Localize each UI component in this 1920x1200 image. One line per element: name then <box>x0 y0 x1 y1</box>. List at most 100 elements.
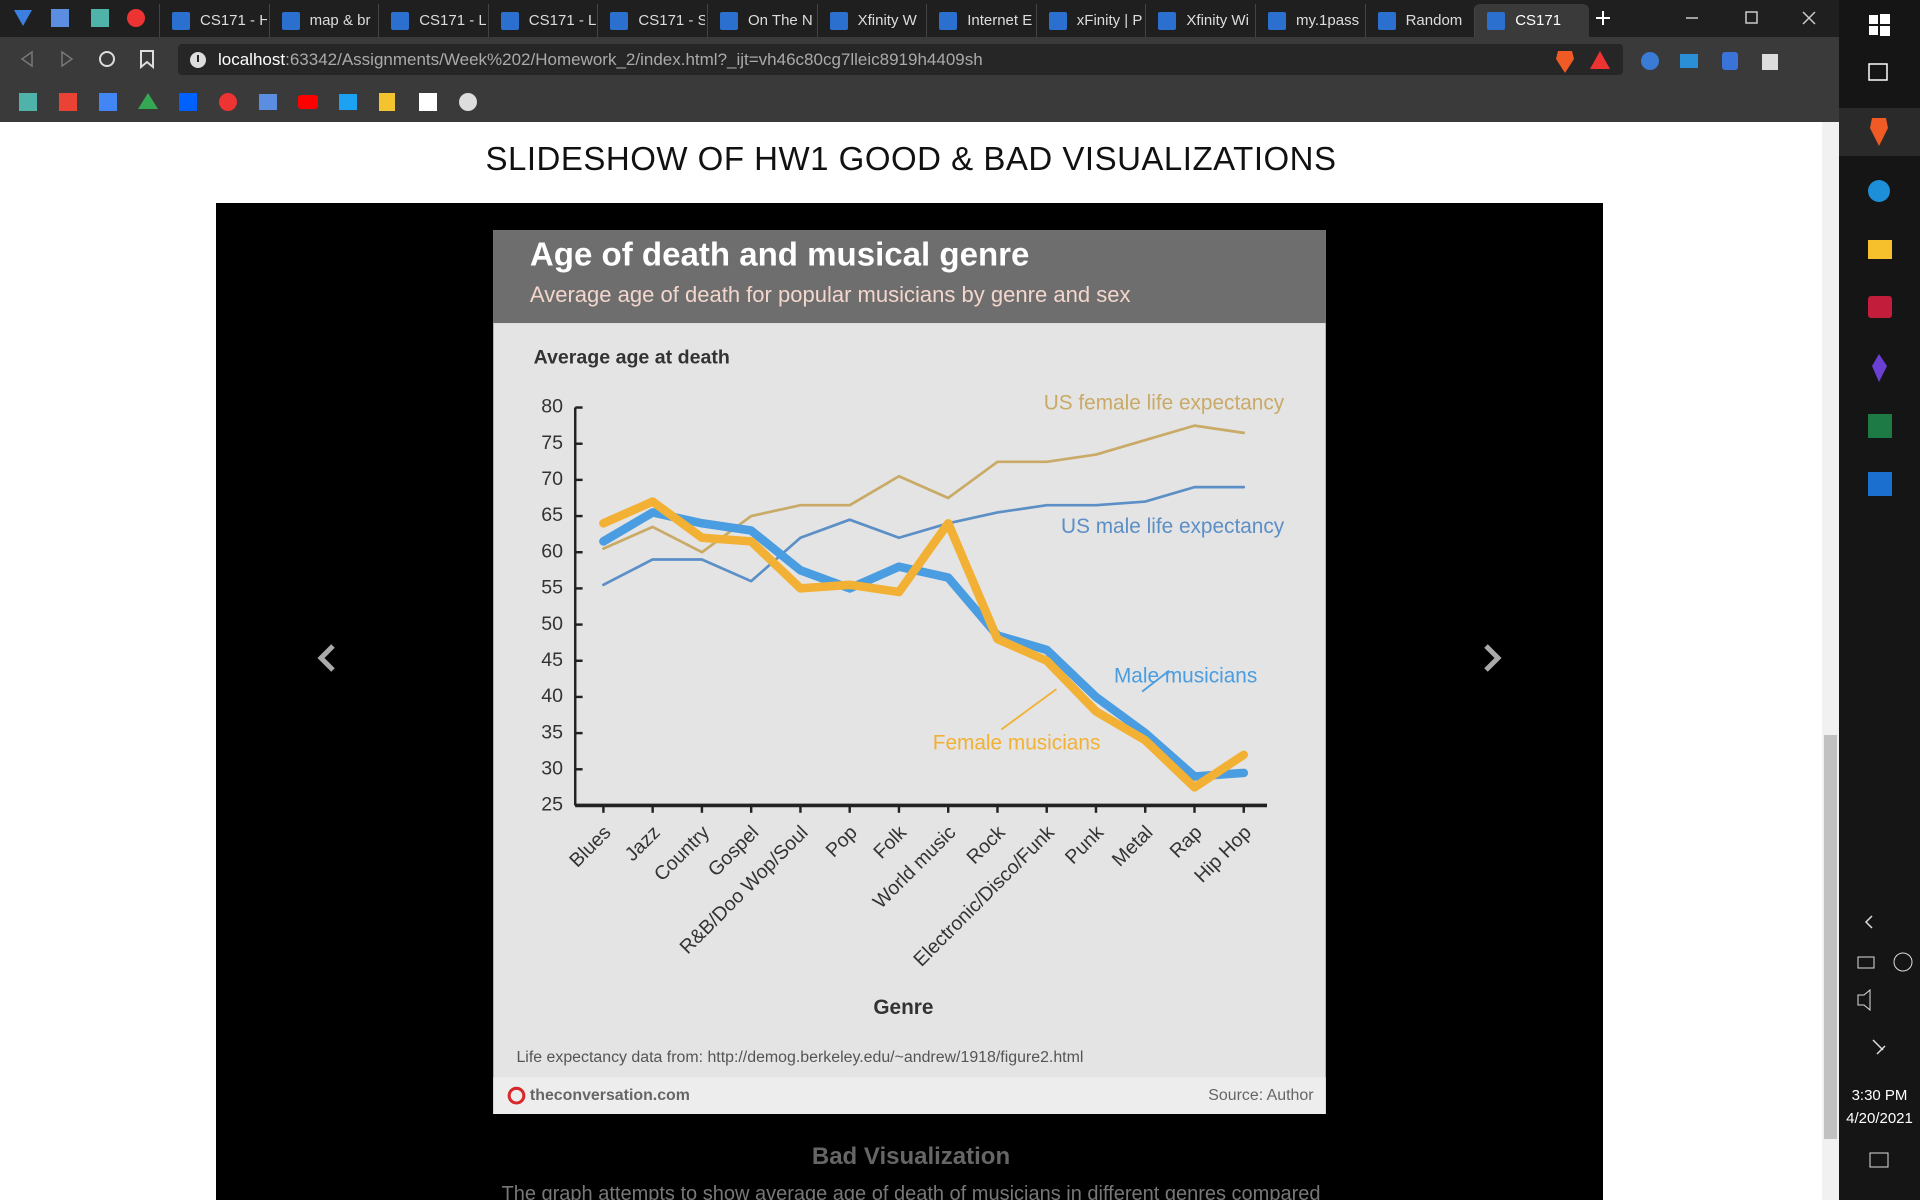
browser-tab[interactable]: Xfinity Wi <box>1145 4 1253 37</box>
browser-tab[interactable]: map & br <box>268 4 377 37</box>
tab-title: Xfinity W <box>857 12 917 29</box>
tab-favicon <box>500 12 519 30</box>
tab-title: CS171 - H <box>200 12 267 29</box>
url-field[interactable] <box>178 44 1623 75</box>
y-tick-label: 70 <box>541 468 563 490</box>
tab-title: CS171 <box>1515 12 1562 29</box>
info-icon <box>190 52 206 68</box>
tab-title: xFinity | P <box>1076 12 1143 29</box>
chart-subtitle: Average age of death for popular musicia… <box>530 282 1131 307</box>
tab-favicon <box>391 12 410 30</box>
tab-favicon <box>1487 12 1506 30</box>
chart-image: Age of death and musical genre Average a… <box>493 230 1326 1114</box>
slideshow: Age of death and musical genre Average a… <box>216 203 1603 1200</box>
bookmark[interactable] <box>140 50 154 70</box>
url-host: localhost <box>218 50 286 69</box>
browser-tab[interactable]: CS171 <box>1474 4 1590 37</box>
y-tick-label: 45 <box>541 649 563 671</box>
restore[interactable] <box>1745 11 1758 24</box>
tab-title: CS171 - L <box>528 12 596 29</box>
browser-tab[interactable]: Internet E <box>926 4 1034 37</box>
series-label: Male musicians <box>1114 664 1257 687</box>
tab-title: Xfinity Wi <box>1186 12 1249 29</box>
tab-favicon <box>610 12 629 30</box>
taskbar <box>1839 0 1920 1200</box>
tab-favicon <box>829 12 848 30</box>
prev-arrow[interactable] <box>311 638 341 678</box>
tab-title: CS171 - S <box>638 12 706 29</box>
url-path: :63342/Assignments/Week%202/Homework_2/i… <box>285 50 983 69</box>
page-heading: SLIDESHOW OF HW1 GOOD & BAD VISUALIZATIO… <box>485 140 1337 177</box>
tab-title: CS171 - L <box>419 12 487 29</box>
tab-title: Random <box>1405 12 1463 29</box>
y-tick-label: 35 <box>541 721 563 743</box>
data-note: Life expectancy data from: http://demog.… <box>516 1049 1083 1066</box>
browser-tab[interactable]: On The N <box>707 4 815 37</box>
url: localhost:63342/Assignments/Week%202/Hom… <box>218 50 983 70</box>
slide-caption: Bad Visualization <box>811 1143 1011 1170</box>
leader-line <box>1000 688 1057 731</box>
browser-tab[interactable]: xFinity | P <box>1035 4 1144 37</box>
tab-favicon <box>1377 12 1396 30</box>
series-label: Female musicians <box>933 732 1101 755</box>
clock-date: 4/20/2021 <box>1846 1110 1913 1127</box>
tab-favicon <box>1268 12 1286 30</box>
x-axis-label: Genre <box>873 996 933 1019</box>
series-line <box>602 485 1246 587</box>
web-page: SLIDESHOW OF HW1 GOOD & BAD VISUALIZATIO… <box>0 122 1822 1200</box>
chart-title: Age of death and musical genre <box>530 237 1029 274</box>
tab-title: On The N <box>748 12 813 29</box>
tab-favicon <box>1048 12 1067 30</box>
pinned-tabs <box>14 9 145 27</box>
tab-title: Internet E <box>967 12 1033 29</box>
series-label: US male life expectancy <box>1061 515 1285 538</box>
browser-tab[interactable]: Xfinity W <box>816 4 925 37</box>
y-tick-label: 25 <box>541 794 563 816</box>
browser-tab[interactable]: CS171 - L <box>487 4 596 37</box>
tab-title: map & br <box>309 12 371 29</box>
tab-title: my.1pass <box>1296 12 1360 29</box>
leader-line <box>1141 670 1170 693</box>
window-controls <box>1596 11 1816 25</box>
y-tick-label: 30 <box>541 757 563 779</box>
close[interactable] <box>1802 11 1816 25</box>
y-tick-label: 65 <box>541 504 563 526</box>
tab-bar: CS171 - H map & br CS171 - L CS171 - L CS171… <box>0 0 1839 37</box>
browser-tab[interactable]: Random <box>1364 4 1473 37</box>
tab-favicon <box>939 12 958 30</box>
tab-favicon <box>720 12 738 30</box>
clock-time: 3:30 PM <box>1851 1087 1908 1104</box>
extensions <box>1556 51 1778 73</box>
tab-favicon <box>281 12 300 30</box>
browser-tab[interactable]: CS171 - H <box>159 4 267 37</box>
y-tick-label: 60 <box>541 540 563 562</box>
tab-favicon <box>1158 12 1177 30</box>
source: Source: Author <box>1208 1087 1314 1104</box>
scroll-thumb[interactable] <box>1824 735 1837 1139</box>
brand: theconversation.com <box>530 1087 690 1104</box>
browser-tab[interactable]: CS171 - S <box>597 4 705 37</box>
bookmark-icons <box>19 93 477 111</box>
y-tick-label: 80 <box>541 396 563 418</box>
back[interactable] <box>20 50 33 68</box>
series-line <box>602 424 1246 554</box>
slide-description: The graph attempts to show average age o… <box>501 1183 1321 1200</box>
bookmarks-bar <box>0 81 1839 122</box>
y-axis-label: Average age at death <box>534 347 730 369</box>
y-tick-label: 50 <box>541 613 563 635</box>
y-tick-label: 40 <box>541 685 563 707</box>
y-tick-label: 55 <box>541 577 563 599</box>
forward[interactable] <box>61 50 74 68</box>
series-line <box>599 508 1249 781</box>
taskbar-icons <box>1839 14 1920 1168</box>
browser-tab[interactable]: CS171 - L <box>378 4 486 37</box>
reload[interactable] <box>99 51 115 67</box>
y-tick-label: 75 <box>541 432 563 454</box>
series-line <box>599 497 1249 792</box>
nav-buttons <box>20 50 154 70</box>
tab-favicon <box>172 12 190 30</box>
next-arrow[interactable] <box>1478 638 1508 678</box>
browser-tab[interactable]: my.1pass <box>1255 4 1363 37</box>
series-label: US female life expectancy <box>1044 391 1285 414</box>
